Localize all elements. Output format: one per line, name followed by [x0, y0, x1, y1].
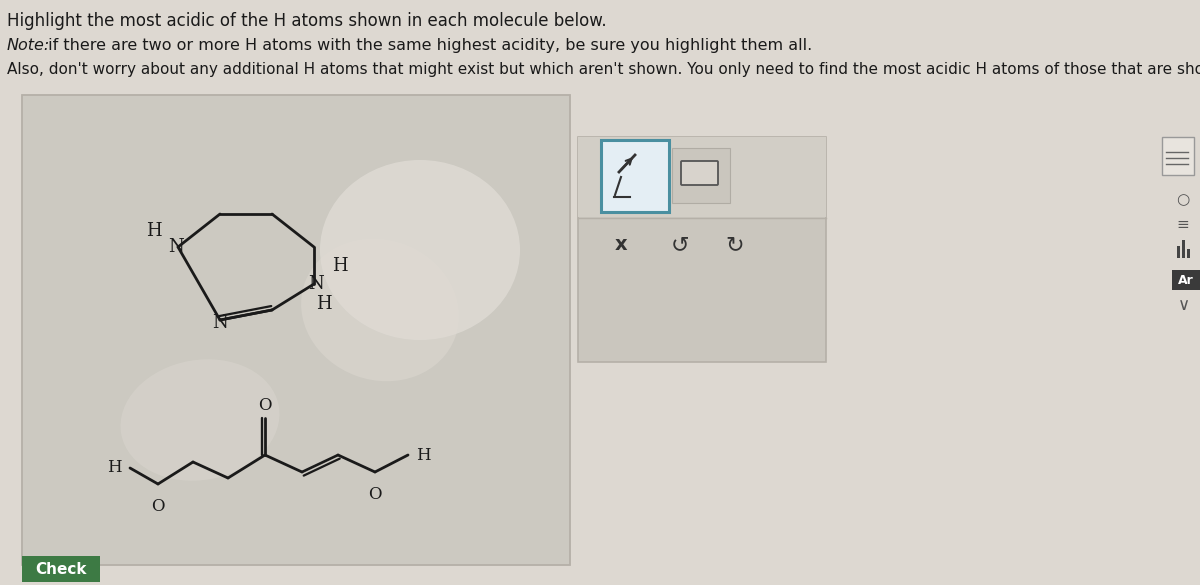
Text: Highlight the most acidic of the H atoms shown in each molecule below.: Highlight the most acidic of the H atoms…	[7, 12, 607, 30]
Text: Check: Check	[35, 562, 86, 576]
Bar	[22, 95, 570, 565]
Text: Note:: Note:	[7, 38, 50, 53]
Text: x: x	[614, 236, 628, 254]
Ellipse shape	[120, 359, 280, 481]
Text: if there are two or more H atoms with the same highest acidity, be sure you high: if there are two or more H atoms with th…	[43, 38, 812, 53]
Text: ↻: ↻	[726, 235, 744, 255]
Text: ○: ○	[1176, 192, 1189, 208]
Bar	[1182, 240, 1186, 258]
Bar	[1172, 270, 1200, 290]
Bar	[672, 148, 730, 203]
Bar	[578, 137, 826, 217]
FancyBboxPatch shape	[682, 161, 718, 185]
Text: H: H	[146, 222, 162, 240]
Bar	[578, 137, 826, 362]
Text: ∨: ∨	[1178, 296, 1190, 314]
Text: N: N	[308, 275, 324, 293]
Text: ↺: ↺	[671, 235, 689, 255]
Text: ≡: ≡	[1177, 218, 1189, 232]
Ellipse shape	[301, 239, 458, 381]
Bar	[1187, 249, 1190, 258]
Text: H: H	[107, 459, 122, 477]
Text: Ar: Ar	[1178, 274, 1194, 287]
Bar	[1177, 246, 1180, 258]
Bar	[1162, 137, 1194, 175]
Text: O: O	[258, 397, 271, 414]
Text: O: O	[151, 498, 164, 515]
Text: H: H	[416, 446, 431, 463]
Text: H: H	[316, 295, 332, 313]
Text: N: N	[212, 314, 228, 332]
Text: Also, don't worry about any additional H atoms that might exist but which aren't: Also, don't worry about any additional H…	[7, 62, 1200, 77]
Bar	[22, 556, 100, 582]
Text: H: H	[332, 257, 348, 275]
Ellipse shape	[320, 160, 520, 340]
Text: N: N	[168, 238, 184, 256]
Text: O: O	[368, 486, 382, 503]
Bar	[601, 140, 670, 212]
